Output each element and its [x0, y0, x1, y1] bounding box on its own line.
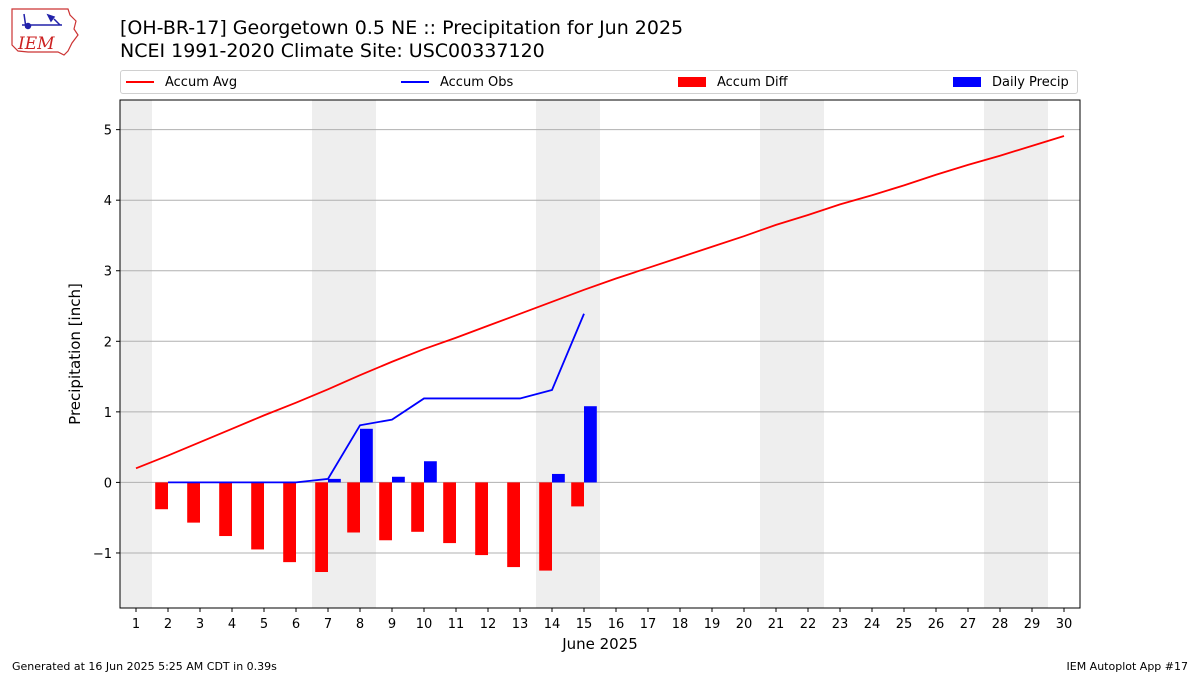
y-tick-label: 0	[104, 476, 112, 491]
weather-station-icon	[22, 13, 62, 30]
y-tick-label: 4	[104, 194, 112, 209]
weekend-band	[568, 100, 600, 608]
legend-label-accum-avg: Accum Avg	[165, 74, 238, 90]
accum-diff-bar	[155, 482, 168, 510]
x-axis-label: June 2025	[561, 635, 638, 653]
x-tick-label: 28	[992, 617, 1009, 632]
accum-diff-bar	[315, 482, 328, 573]
iem-logo: IEM	[11, 8, 79, 56]
x-tick-label: 12	[480, 617, 497, 632]
legend-item-accum-diff: Accum Diff	[678, 71, 788, 93]
legend-item-daily-precip: Daily Precip	[953, 71, 1069, 93]
x-tick-label: 29	[1024, 617, 1041, 632]
x-tick-label: 8	[356, 617, 364, 632]
x-tick-label: 9	[388, 617, 396, 632]
x-tick-label: 27	[960, 617, 977, 632]
accum-diff-bar	[347, 482, 360, 533]
plot-frame	[119, 99, 1081, 609]
weekend-band	[984, 100, 1016, 608]
legend-swatch-accum-avg	[126, 81, 154, 83]
legend-label-daily-precip: Daily Precip	[992, 74, 1069, 90]
x-tick-label: 6	[292, 617, 300, 632]
y-axis-label: Precipitation [inch]	[66, 283, 84, 425]
x-tick-label: 13	[512, 617, 529, 632]
accum-diff-bar	[411, 482, 424, 532]
weekend-band	[792, 100, 824, 608]
y-tick-label: 5	[104, 124, 112, 139]
legend-swatch-accum-diff	[678, 77, 706, 87]
x-tick-label: 30	[1056, 617, 1073, 632]
y-tick-label: 2	[104, 335, 112, 350]
accum-diff-bar	[571, 482, 584, 507]
y-tick-label: 3	[104, 265, 112, 280]
y-tick-label: −1	[93, 547, 112, 562]
daily-precip-bar	[552, 473, 565, 483]
accum-diff-bar	[251, 482, 264, 550]
accum-diff-bar	[187, 482, 200, 523]
x-tick-label: 11	[448, 617, 465, 632]
weekend-band	[760, 100, 792, 608]
chart-title: [OH-BR-17] Georgetown 0.5 NE :: Precipit…	[120, 17, 684, 39]
weekend-band	[120, 100, 152, 608]
x-tick-label: 4	[228, 617, 236, 632]
daily-precip-bar	[584, 406, 597, 483]
x-tick-label: 7	[324, 617, 332, 632]
x-tick-label: 22	[800, 617, 817, 632]
x-tick-label: 20	[736, 617, 753, 632]
x-tick-label: 10	[416, 617, 433, 632]
x-tick-label: 15	[576, 617, 593, 632]
x-tick-label: 16	[608, 617, 625, 632]
x-tick-label: 2	[164, 617, 172, 632]
legend: Accum Avg Accum Obs Accum Diff Daily Pre…	[120, 70, 1078, 94]
accum-diff-bar	[475, 482, 488, 556]
chart-subtitle: NCEI 1991-2020 Climate Site: USC00337120	[120, 40, 545, 62]
accum-diff-bar	[219, 482, 232, 537]
logo-text: IEM	[17, 34, 55, 54]
x-tick-label: 3	[196, 617, 204, 632]
accum-diff-bar	[379, 482, 392, 541]
accum-obs-line	[168, 313, 585, 484]
legend-item-accum-obs: Accum Obs	[401, 71, 513, 93]
x-tick-label: 5	[260, 617, 268, 632]
accum-diff-bar	[283, 482, 296, 563]
x-tick-label: 24	[864, 617, 881, 632]
iowa-outline-icon	[11, 8, 79, 56]
x-tick-label: 14	[544, 617, 561, 632]
daily-precip-bar	[328, 478, 341, 483]
x-tick-label: 25	[896, 617, 913, 632]
weekend-band	[1016, 100, 1048, 608]
x-tick-label: 1	[132, 617, 140, 632]
x-tick-label: 23	[832, 617, 849, 632]
accum-diff-bar	[539, 482, 552, 571]
x-tick-label: 26	[928, 617, 945, 632]
x-tick-label: 17	[640, 617, 657, 632]
legend-label-accum-obs: Accum Obs	[440, 74, 514, 90]
accum-avg-line	[135, 135, 1065, 470]
legend-item-accum-avg: Accum Avg	[126, 71, 237, 93]
legend-label-accum-diff: Accum Diff	[717, 74, 788, 90]
accum-diff-bar	[507, 482, 520, 568]
legend-swatch-daily-precip	[953, 77, 981, 87]
legend-swatch-accum-obs	[401, 81, 429, 83]
footer-generated: Generated at 16 Jun 2025 5:25 AM CDT in …	[12, 660, 277, 673]
x-tick-label: 18	[672, 617, 689, 632]
y-tick-label: 1	[104, 406, 112, 421]
daily-precip-bar	[392, 476, 405, 483]
x-tick-label: 21	[768, 617, 785, 632]
daily-precip-bar	[424, 461, 437, 483]
daily-precip-bar	[360, 428, 373, 483]
x-tick-label: 19	[704, 617, 721, 632]
accum-diff-bar	[443, 482, 456, 544]
footer-app: IEM Autoplot App #17	[1066, 660, 1189, 673]
